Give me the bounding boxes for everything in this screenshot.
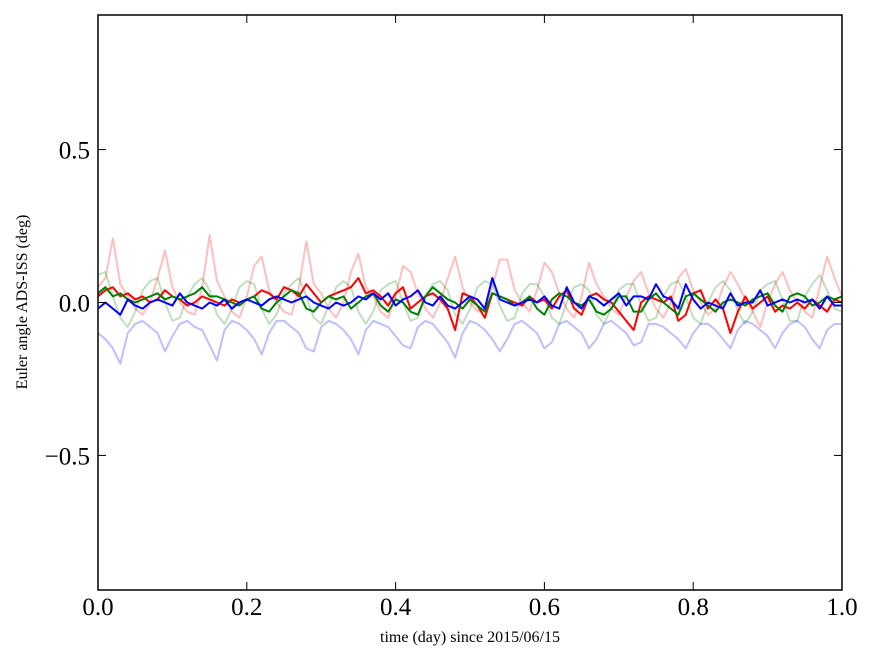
y-tick-label: −0.5 <box>45 443 90 470</box>
x-axis-label: time (day) since 2015/06/15 <box>380 629 560 646</box>
series-line-blue <box>97 277 842 316</box>
series-layer <box>97 234 843 365</box>
x-tick-label: 0.6 <box>529 594 560 621</box>
x-tick-label: 1.0 <box>826 594 857 621</box>
x-tick-label: 0.0 <box>82 594 113 621</box>
series-line-green <box>97 286 843 316</box>
x-tick-label: 0.4 <box>380 594 412 621</box>
y-axis-label: Euler angle ADS-ISS (deg) <box>14 215 31 390</box>
plot-frame <box>97 14 843 591</box>
y-tick-label: 0.0 <box>59 291 90 318</box>
x-tick-label: 0.8 <box>678 594 709 621</box>
x-tick-label: 0.2 <box>231 594 262 621</box>
ticks-layer: 0.0 0.2 0.4 0.6 0.8 1.0 0.5 0.0 −0.5 <box>45 15 858 621</box>
y-tick-label: 0.5 <box>59 138 90 165</box>
series-line-faded-green <box>97 270 843 328</box>
series-line-faded-blue <box>97 319 842 365</box>
